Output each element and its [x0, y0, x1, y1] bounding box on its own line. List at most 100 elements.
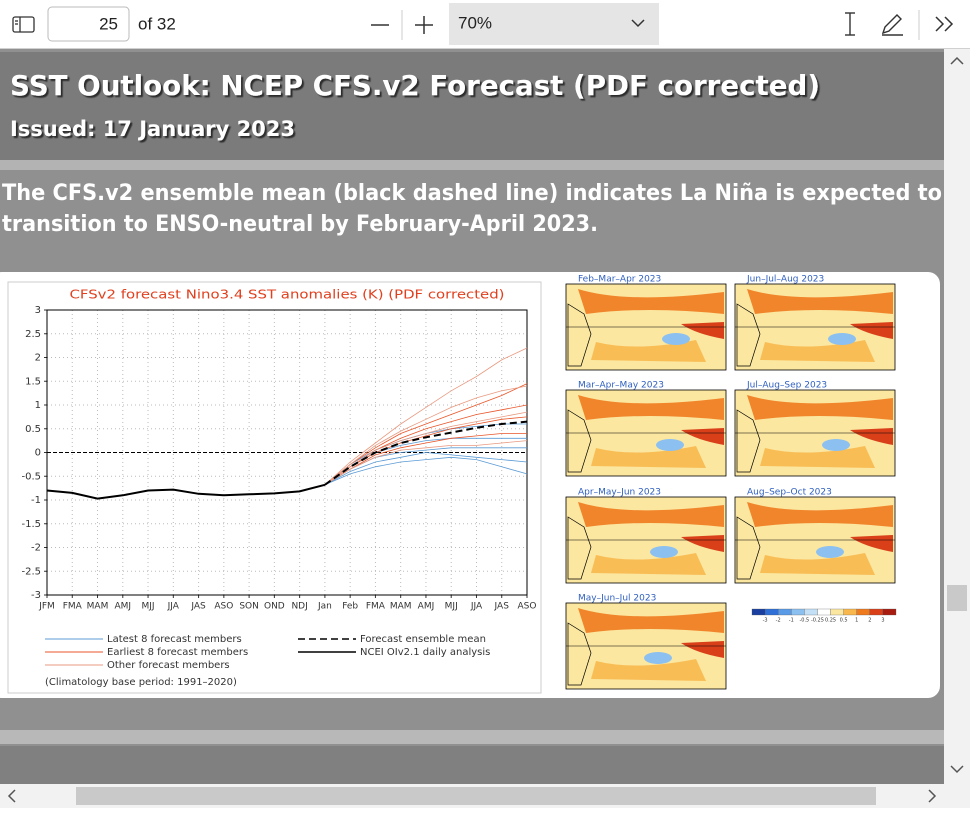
colorbar-box: [791, 608, 805, 616]
map-anomaly: [850, 428, 893, 445]
y-tick-label: -0.5: [21, 471, 41, 482]
colorbar-label: -1: [789, 618, 794, 624]
legend-label: Other forecast members: [107, 660, 230, 671]
page-strip: [0, 730, 944, 744]
map-anomaly: [760, 446, 875, 468]
member-line: [324, 416, 528, 486]
body-text: transition to ENSO-neutral by February-A…: [2, 212, 598, 237]
zoom-select[interactable]: [449, 3, 659, 45]
colorbar-label: 2: [868, 618, 871, 624]
map-anomaly: [747, 289, 893, 314]
map-anomaly: [850, 535, 893, 552]
x-tick-label: FMA: [366, 602, 386, 612]
map-anomaly: [591, 553, 706, 575]
map-cool: [650, 546, 678, 558]
x-tick-label: AMJ: [418, 602, 435, 612]
scroll-up[interactable]: [950, 56, 964, 65]
map-cool: [644, 652, 672, 664]
map-anomaly: [681, 322, 724, 339]
colorbar-box: [869, 608, 884, 616]
colorbar-label: 0.5: [840, 618, 848, 624]
map-anomaly: [591, 446, 706, 468]
map-land: [736, 303, 761, 367]
map-anomaly: [760, 553, 875, 575]
map-land: [567, 622, 592, 686]
scroll-right[interactable]: [928, 789, 937, 803]
scroll-left[interactable]: [7, 789, 16, 803]
map-title: Mar–Apr–May 2023: [578, 381, 664, 391]
x-tick-label: JJA: [470, 602, 483, 612]
slide-title: SST Outlook: NCEP CFS.v2 Forecast (PDF c…: [10, 69, 820, 102]
member-line: [324, 385, 528, 486]
colorbar-box: [804, 608, 818, 616]
x-tick-label: MAM: [87, 602, 109, 612]
vertical-scrollbar[interactable]: [944, 49, 970, 784]
legend-label: Latest 8 forecast members: [107, 634, 242, 645]
dropdown-arrow: [631, 19, 645, 28]
legend-label: Forecast ensemble mean: [360, 634, 486, 645]
map-anomaly: [681, 428, 724, 445]
chart-note: (Climatology base period: 1991–2020): [45, 677, 237, 688]
colorbar-box: [764, 608, 779, 616]
map-land: [567, 409, 592, 473]
x-tick-label: OND: [264, 602, 285, 612]
legend-label: Earliest 8 forecast members: [107, 647, 248, 658]
colorbar-box: [751, 608, 766, 616]
map-cool: [816, 546, 844, 558]
more-tools[interactable]: [935, 16, 954, 32]
colorbar-label: -3: [763, 618, 768, 624]
mean-line: [324, 420, 528, 486]
x-tick-label: MJJ: [142, 602, 155, 612]
map-land: [736, 409, 761, 473]
colorbar-box: [817, 608, 831, 616]
horizontal-thumb[interactable]: [76, 787, 876, 805]
page-input[interactable]: [47, 6, 130, 42]
x-tick-label: JAS: [494, 602, 510, 612]
y-tick-label: 3: [35, 305, 41, 316]
map-cool: [822, 439, 850, 451]
member-line: [324, 347, 528, 486]
draw-tool[interactable]: [881, 14, 903, 36]
map-land: [567, 516, 592, 580]
colorbar-label: -2: [776, 618, 781, 624]
zoom-value[interactable]: 70%: [458, 13, 492, 32]
map-anomaly: [760, 340, 875, 362]
y-tick-label: 2.5: [25, 329, 41, 340]
colorbar-box: [856, 608, 870, 616]
chart-frame: [7, 281, 542, 694]
map-anomaly: [578, 608, 724, 633]
y-tick-label: -1.5: [21, 519, 41, 530]
legend-label: NCEI OIv2.1 daily analysis: [360, 647, 490, 658]
map-anomaly: [681, 641, 724, 658]
slide-header: [0, 52, 944, 160]
colorbar-box: [778, 608, 792, 616]
y-tick-label: 1.5: [25, 376, 41, 387]
colorbar-label: 1: [855, 618, 858, 624]
zoom-in[interactable]: [415, 16, 433, 34]
map-cool: [656, 439, 684, 451]
member-line: [324, 383, 528, 486]
map-cool: [828, 333, 856, 345]
text-select-tool[interactable]: [845, 12, 855, 36]
map-anomaly: [747, 502, 893, 527]
vertical-thumb[interactable]: [947, 585, 967, 611]
analysis-line: [46, 483, 326, 500]
y-tick-label: 0.5: [25, 424, 41, 435]
y-tick-label: 0: [35, 448, 41, 459]
map-title: Apr–May–Jun 2023: [578, 488, 661, 498]
map-anomaly: [591, 659, 706, 681]
map-anomaly: [578, 502, 724, 527]
page-number[interactable]: 25: [99, 14, 118, 33]
scroll-down[interactable]: [950, 765, 964, 774]
map-anomaly: [681, 535, 724, 552]
slide-subtitle: Issued: 17 January 2023: [10, 117, 295, 141]
sidebar-button[interactable]: [12, 16, 35, 33]
map-title: Aug–Sep–Oct 2023: [747, 488, 832, 498]
x-tick-label: NDJ: [291, 602, 307, 612]
map-cool: [662, 333, 690, 345]
x-tick-label: AMJ: [115, 602, 132, 612]
map-title: Feb–Mar–Apr 2023: [578, 275, 661, 285]
x-tick-label: JJA: [167, 602, 180, 612]
